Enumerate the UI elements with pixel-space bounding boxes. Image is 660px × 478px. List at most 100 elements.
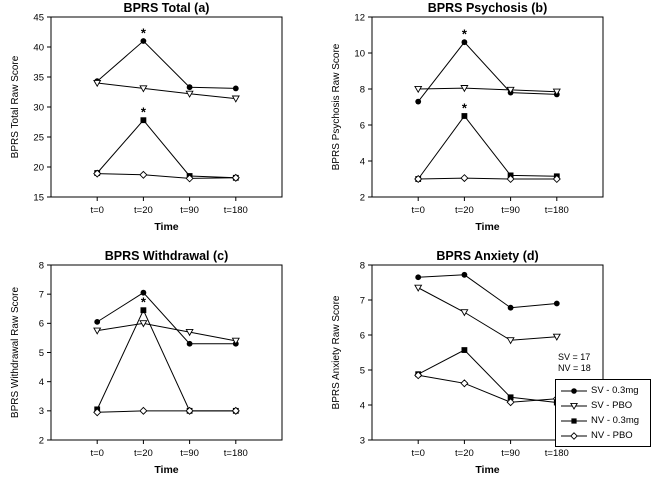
- legend-item-nv-drug: NV - 0.3mg: [560, 413, 646, 428]
- y-tick-label: 10: [354, 48, 365, 59]
- filled-circle-marker: [186, 340, 193, 347]
- open-diamond-marker: [460, 379, 469, 388]
- y-tick-label: 2: [39, 435, 44, 446]
- y-tick-label: 6: [360, 120, 365, 131]
- plot-frame: [50, 16, 283, 198]
- legend-item-sv-drug: SV - 0.3mg: [560, 383, 646, 398]
- y-tick-label: 3: [360, 435, 365, 446]
- x-axis-label: Time: [154, 464, 178, 476]
- y-axis-label: BPRS Psychosis Raw Score: [331, 43, 342, 170]
- y-tick-label: 2: [360, 192, 365, 203]
- open-diamond-marker: [414, 371, 423, 380]
- x-tick-label: t=20: [134, 205, 153, 216]
- open-triangle-marker: [552, 88, 561, 96]
- open-triangle-marker: [93, 79, 102, 88]
- open-triangle-marker: [552, 333, 561, 341]
- filled-circle-marker: [140, 289, 147, 296]
- open-triangle-marker: [414, 85, 423, 94]
- x-tick-label: t=180: [224, 448, 248, 459]
- y-axis-label: BPRS Total Raw Score: [10, 55, 21, 158]
- open-triangle-marker: [460, 85, 469, 93]
- significance-star: *: [462, 27, 468, 42]
- legend-label: SV - PBO: [591, 400, 633, 411]
- x-tick-label: t=180: [545, 205, 569, 216]
- chart-panel-c: BPRS Withdrawal (c) 2 3 4 5 6 7 8 t=0 t=20 t=90 t=1…: [10, 249, 283, 476]
- legend-label: NV - 0.3mg: [591, 415, 640, 426]
- open-diamond-marker: [185, 174, 194, 183]
- open-diamond-marker: [93, 408, 102, 417]
- x-tick-label: t=20: [455, 205, 474, 216]
- open-diamond-marker: [139, 170, 148, 179]
- x-tick-label: t=180: [545, 448, 569, 459]
- filled-square-marker: [140, 117, 147, 124]
- x-axis-label: Time: [475, 221, 499, 233]
- open-triangle-marker: [93, 327, 102, 335]
- open-diamond-marker: [414, 174, 423, 184]
- x-tick-label: t=0: [90, 205, 103, 216]
- sample-size-nv: NV = 18: [558, 363, 591, 373]
- x-tick-label: t=90: [501, 205, 520, 216]
- open-diamond-icon: [561, 431, 587, 440]
- series-line-4: [97, 410, 236, 413]
- x-tick-label: t=20: [134, 448, 153, 459]
- series-line-4: [418, 177, 557, 180]
- y-tick-label: 4: [360, 156, 365, 167]
- series-line-3: [96, 119, 236, 179]
- open-diamond-marker: [139, 406, 148, 415]
- chart-title: BPRS Total (a): [124, 1, 210, 15]
- x-axis-label: Time: [475, 464, 499, 476]
- y-tick-label: 4: [39, 377, 44, 388]
- open-triangle-marker: [231, 337, 240, 345]
- x-tick-label: t=0: [411, 205, 424, 216]
- y-tick-label: 8: [360, 260, 365, 271]
- y-tick-label: 20: [33, 162, 44, 173]
- filled-circle-marker: [140, 38, 147, 44]
- y-axis-label: BPRS Withdrawal Raw Score: [10, 286, 21, 418]
- plot-frame: [50, 264, 283, 441]
- series-line-4: [97, 173, 236, 179]
- y-tick-label: 35: [33, 72, 44, 83]
- x-axis-label: Time: [154, 221, 178, 233]
- y-tick-label: 5: [39, 348, 44, 359]
- filled-square-icon: [561, 417, 587, 424]
- y-axis-label: BPRS Anxiety Raw Score: [331, 295, 342, 409]
- filled-circle-marker: [507, 304, 514, 311]
- series-line-4: [418, 374, 557, 403]
- y-tick-label: 12: [354, 12, 365, 23]
- x-tick-label: t=90: [180, 205, 199, 216]
- open-diamond-marker: [93, 169, 102, 178]
- series-line-2: [97, 322, 236, 342]
- y-tick-label: 15: [33, 192, 44, 203]
- open-triangle-icon: [561, 402, 587, 410]
- series-line-1: [418, 274, 557, 309]
- open-diamond-marker: [231, 173, 240, 182]
- legend-item-nv-placebo: NV - PBO: [560, 428, 646, 443]
- filled-circle-marker: [232, 85, 239, 92]
- filled-circle-marker: [461, 271, 468, 278]
- series-line-2: [97, 82, 236, 100]
- open-triangle-marker: [460, 309, 469, 317]
- filled-circle-marker: [415, 98, 422, 105]
- plot-frame: [371, 264, 604, 441]
- filled-circle-marker: [553, 300, 560, 307]
- open-diamond-marker: [506, 174, 515, 184]
- significance-star: *: [141, 295, 147, 310]
- y-tick-label: 8: [360, 84, 365, 95]
- sample-size-note: SV = 17 NV = 18: [558, 352, 591, 374]
- series-line-2: [417, 287, 557, 341]
- significance-star: *: [141, 105, 147, 120]
- chart-panel-d: BPRS Anxiety (d) 3 4 5 6 7 8 t=0 t=20 t=90 t=180 Ti…: [331, 249, 604, 476]
- significance-star: *: [141, 26, 147, 41]
- legend-item-sv-placebo: SV - PBO: [560, 398, 646, 413]
- open-diamond-marker: [506, 398, 515, 407]
- filled-square-marker: [461, 347, 468, 353]
- series-line-1: [96, 292, 236, 345]
- open-triangle-marker: [414, 284, 423, 292]
- open-diamond-marker: [552, 174, 561, 184]
- y-tick-label: 40: [33, 42, 44, 53]
- open-diamond-marker: [460, 174, 469, 183]
- chart-panel-a: BPRS Total (a) 15 20 25 30 35 40 45 t=0 t=20 t=90 t…: [10, 1, 283, 233]
- open-triangle-marker: [139, 85, 148, 93]
- series-line-2: [418, 87, 557, 93]
- open-triangle-marker: [139, 320, 148, 328]
